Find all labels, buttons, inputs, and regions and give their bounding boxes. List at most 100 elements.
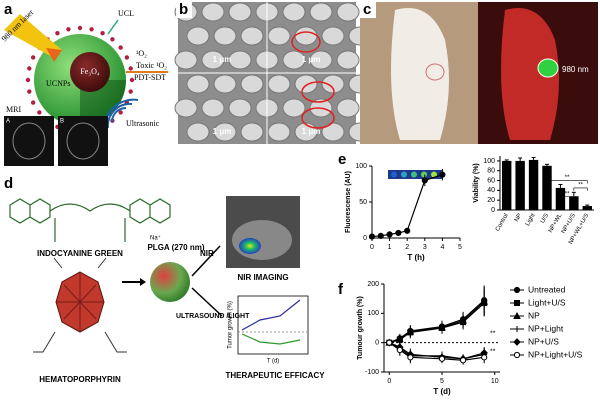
y-tick-label: 100	[483, 158, 495, 165]
mri-slice	[12, 122, 46, 160]
annotation: **	[565, 175, 570, 181]
marker	[386, 339, 393, 346]
tumour-glow	[537, 58, 559, 78]
annotation: **	[490, 348, 496, 355]
strip-dot	[421, 171, 427, 178]
cell	[201, 50, 225, 70]
cell	[201, 2, 225, 22]
laser-beam	[4, 14, 62, 58]
y-tick-label: 0	[491, 207, 495, 214]
y-tick-label: 50	[359, 199, 367, 206]
data-line	[389, 301, 485, 344]
ligand	[100, 30, 105, 36]
ligand	[25, 77, 31, 83]
panel-label: f	[338, 281, 344, 298]
marker	[480, 297, 489, 305]
route-label: NIR	[200, 249, 214, 258]
arrowhead	[140, 278, 146, 286]
panel-label: b	[179, 1, 188, 18]
marker	[513, 351, 521, 359]
laser-arrow	[46, 48, 62, 62]
panel-label: a	[4, 1, 13, 18]
cell	[336, 2, 360, 22]
cell	[213, 122, 237, 142]
marker	[377, 232, 384, 239]
marker	[386, 231, 393, 238]
strip-dot	[401, 171, 407, 178]
strip-dot	[431, 171, 437, 178]
mri-tag: A	[6, 119, 10, 125]
ligand	[124, 55, 130, 60]
efficacy-label: THERAPEUTIC EFFICACY	[225, 371, 325, 380]
plga-particle	[150, 262, 190, 302]
cell	[240, 74, 264, 94]
cell	[321, 26, 345, 46]
bracket	[573, 187, 588, 191]
annotation: **	[578, 182, 583, 188]
marker	[513, 311, 521, 319]
x-tick-label: 0	[387, 378, 391, 385]
bar	[515, 160, 525, 210]
ligand	[118, 45, 123, 50]
ligand	[27, 66, 32, 71]
mri-slice	[66, 122, 100, 160]
marker	[513, 338, 521, 346]
y-tick-label: 80	[487, 168, 495, 175]
x-tick-label: 3	[423, 244, 427, 251]
cell	[294, 74, 318, 94]
annotation: **	[490, 331, 496, 338]
marker	[481, 354, 488, 361]
mouse	[391, 8, 449, 140]
ligand	[37, 110, 42, 115]
highlight	[301, 107, 335, 129]
ligand	[30, 55, 36, 60]
ucl-label: UCL	[118, 9, 134, 18]
ligand	[27, 89, 32, 94]
y-tick-label: 0	[375, 340, 379, 347]
arrow	[191, 245, 221, 277]
marker	[407, 354, 414, 361]
x-tick-label: 5	[440, 378, 444, 385]
bar	[582, 206, 592, 210]
highlight	[291, 31, 321, 53]
marker	[404, 227, 411, 234]
cell	[321, 122, 345, 142]
marker	[438, 355, 446, 362]
marker	[459, 316, 467, 324]
scale-bar: 1 μm	[302, 127, 321, 136]
marker	[395, 229, 402, 237]
y-tick-label: 20	[487, 197, 495, 204]
panel-label: e	[338, 151, 346, 168]
marker	[368, 233, 376, 240]
y-axis-label: Fluorescense (AU)	[345, 171, 352, 233]
fluorescence	[239, 238, 261, 254]
cell	[267, 122, 291, 142]
x-tick-label: Light	[525, 213, 537, 228]
marker	[439, 171, 446, 178]
bar	[502, 160, 512, 210]
mri-image	[4, 116, 54, 166]
panel-label: d	[4, 175, 13, 192]
cell	[336, 50, 360, 70]
legend-label: NP+U/S	[528, 336, 559, 346]
scale-bar: 1 μm	[213, 127, 232, 136]
bracket	[546, 180, 588, 184]
strip-dot	[411, 171, 417, 178]
cell	[228, 98, 252, 118]
y-tick-label: 100	[367, 310, 379, 317]
cell	[336, 98, 360, 118]
x-tick-label: 5	[458, 244, 462, 251]
cell	[282, 50, 306, 70]
cell	[294, 26, 318, 46]
x-tick-label: U/S	[540, 213, 550, 225]
x-axis-label: T (d)	[433, 387, 451, 396]
legend-label: NP+Light+U/S	[528, 349, 583, 359]
y-tick-label: 60	[487, 177, 495, 184]
cell	[186, 122, 210, 142]
bracket	[560, 196, 575, 200]
marker	[396, 346, 403, 354]
inset-ylabel: Tumor growth (%)	[228, 301, 234, 349]
label-bg	[360, 2, 376, 18]
inset-curve	[241, 333, 301, 345]
